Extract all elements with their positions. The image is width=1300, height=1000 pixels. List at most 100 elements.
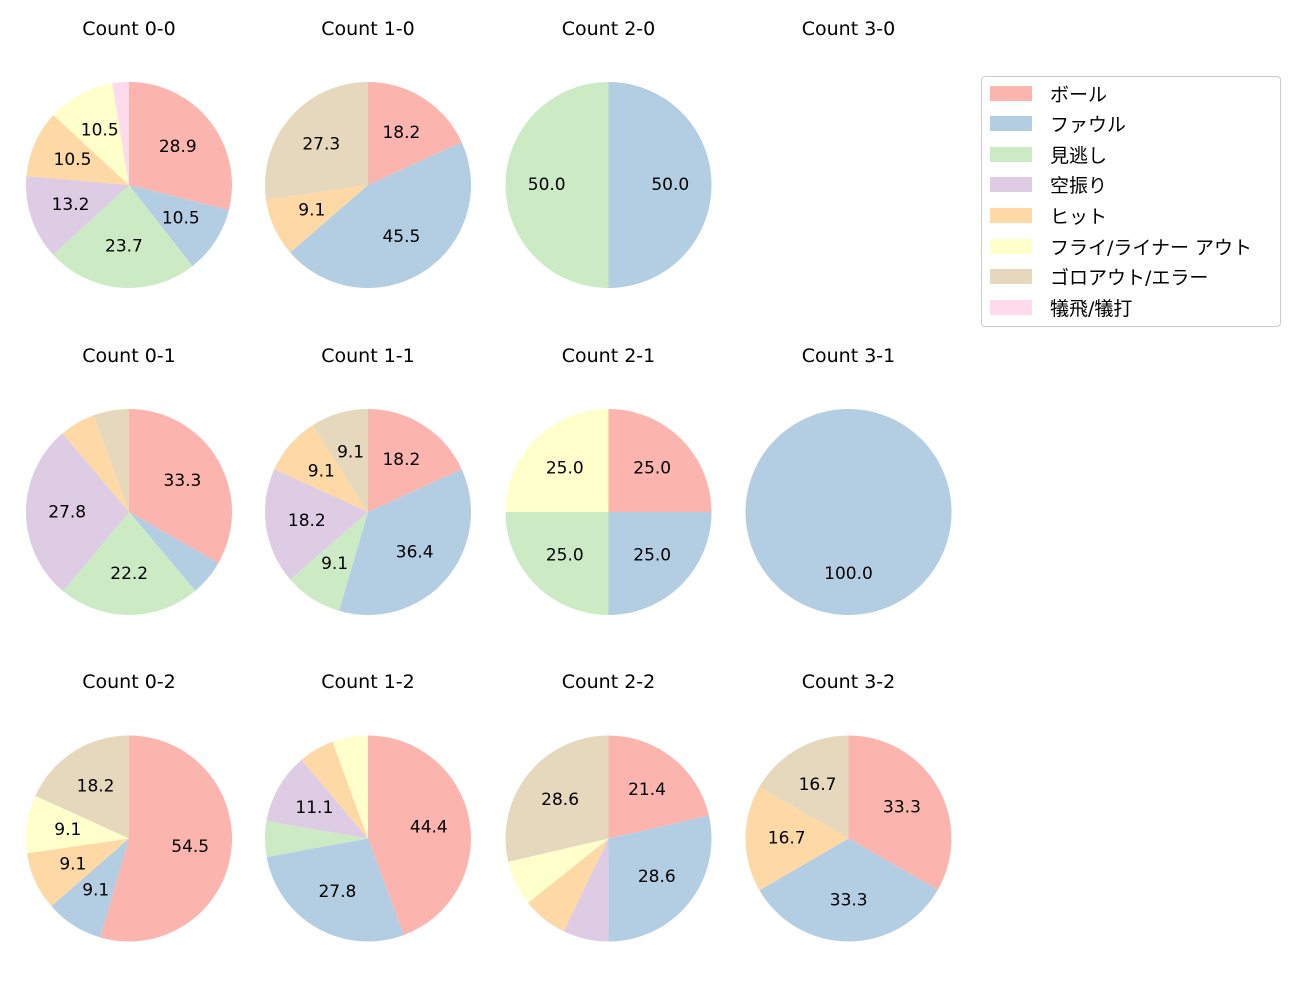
pie-slice-2: [290, 512, 368, 611]
pie-slice-7: [112, 82, 129, 185]
slice-label: 33.3: [883, 798, 921, 818]
pie-slice-0: [848, 735, 952, 890]
legend-item: 見逃し: [990, 144, 1107, 167]
slice-label: 23.7: [105, 237, 143, 257]
pie-slice-3: [264, 469, 368, 580]
slice-label: 27.3: [302, 135, 340, 155]
legend-item: 空振り: [990, 175, 1107, 197]
pie-slice-3: [563, 838, 609, 942]
legend-item: ボール: [990, 83, 1107, 106]
pie-slice-4: [62, 415, 129, 512]
pie-slice-6: [265, 82, 368, 200]
pie-slice-1: [338, 469, 472, 615]
pie-slice-4: [266, 185, 368, 253]
slice-label: 44.4: [410, 818, 448, 838]
slice-label: 9.1: [298, 201, 325, 221]
pie-slice-4: [528, 838, 609, 932]
pie-slice-1: [129, 185, 229, 267]
slice-label: 18.2: [288, 511, 326, 531]
slice-label: 50.0: [528, 175, 566, 195]
pie-slice-2: [63, 512, 196, 616]
slice-label: 27.8: [48, 502, 86, 522]
slice-label: 16.7: [799, 775, 837, 795]
pie-slice-6: [93, 409, 129, 512]
pie-slice-4: [301, 741, 368, 839]
slice-label: 10.5: [54, 150, 92, 170]
pie-slice-0: [100, 735, 232, 942]
pie-slice-0: [368, 735, 472, 936]
slice-label: 10.5: [162, 209, 200, 229]
pie-title: Count 0-1: [82, 345, 176, 367]
legend-item: 犠飛/犠打: [990, 297, 1132, 320]
legend-label: 犠飛/犠打: [1050, 297, 1133, 320]
legend-swatch: [990, 207, 1032, 223]
slice-label: 27.8: [318, 882, 356, 902]
pie-slice-2: [505, 82, 609, 288]
pie-title: Count 1-0: [321, 18, 415, 40]
pie-slice-0: [129, 409, 233, 564]
pie-slice-6: [35, 735, 129, 839]
pie-slice-6: [759, 735, 849, 839]
slice-label: 9.1: [82, 881, 109, 901]
slice-label: 9.1: [308, 462, 335, 482]
slice-label: 45.5: [382, 227, 420, 247]
pie-slice-5: [25, 795, 129, 854]
pie-title: Count 1-1: [321, 345, 415, 367]
slice-label: 25.0: [546, 458, 584, 478]
slice-label: 28.9: [159, 137, 197, 157]
slice-label: 25.0: [633, 458, 671, 478]
pie-slice-1: [608, 815, 712, 942]
pie-slice-4: [274, 425, 368, 512]
pie-slice-6: [312, 409, 368, 512]
legend-swatch: [990, 299, 1032, 315]
slice-label: 13.2: [52, 195, 90, 215]
pie-slice-5: [53, 83, 129, 185]
pie-slice-4: [745, 787, 849, 891]
legend-swatch: [990, 238, 1032, 254]
pie-slice-1: [290, 142, 472, 288]
slice-label: 9.1: [321, 554, 348, 574]
pie-slice-4: [27, 838, 129, 907]
pie-slice-1: [608, 82, 712, 288]
pie-title: Count 2-2: [562, 671, 656, 693]
slice-label: 36.4: [396, 542, 434, 562]
pie-slice-1: [129, 512, 219, 591]
pie-slice-1: [608, 512, 712, 615]
legend-swatch: [990, 116, 1032, 132]
slice-label: 16.7: [768, 829, 806, 849]
pie-slice-5: [505, 409, 609, 512]
legend-swatch: [990, 269, 1032, 285]
slice-label: 22.2: [110, 564, 148, 584]
slice-label: 50.0: [651, 175, 689, 195]
pie-title: Count 3-0: [802, 18, 896, 40]
pie-slice-0: [368, 82, 462, 185]
legend-item: ヒット: [990, 205, 1107, 228]
slice-label: 54.5: [171, 837, 209, 857]
pie-slice-0: [368, 409, 462, 512]
pie-slice-2: [505, 512, 609, 615]
legend-item: フライ/ライナー アウト: [990, 236, 1252, 259]
pie-slice-5: [332, 735, 368, 839]
slice-label: 10.5: [81, 121, 119, 141]
slice-label: 28.6: [638, 867, 676, 887]
legend-item: ファウル: [990, 114, 1126, 136]
legend-item: ゴロアウト/エラー: [990, 267, 1208, 289]
pie-title: Count 2-0: [562, 18, 656, 40]
slice-label: 21.4: [628, 780, 666, 800]
pie-slice-4: [26, 115, 130, 185]
legend-label: ヒット: [1050, 205, 1108, 228]
pie-slice-3: [25, 176, 129, 255]
pie-slice-1: [266, 838, 404, 942]
pie-slice-0: [129, 82, 232, 211]
slice-label: 25.0: [546, 546, 584, 566]
pie-title: Count 3-2: [802, 671, 896, 693]
slice-label: 18.2: [77, 777, 115, 797]
slice-label: 9.1: [59, 854, 86, 874]
pie-slice-2: [265, 820, 368, 857]
legend-swatch: [990, 146, 1032, 162]
pie-title: Count 2-1: [562, 345, 656, 367]
slice-label: 25.0: [633, 546, 671, 566]
slice-label: 100.0: [824, 564, 873, 584]
pie-slice-1: [51, 838, 130, 938]
